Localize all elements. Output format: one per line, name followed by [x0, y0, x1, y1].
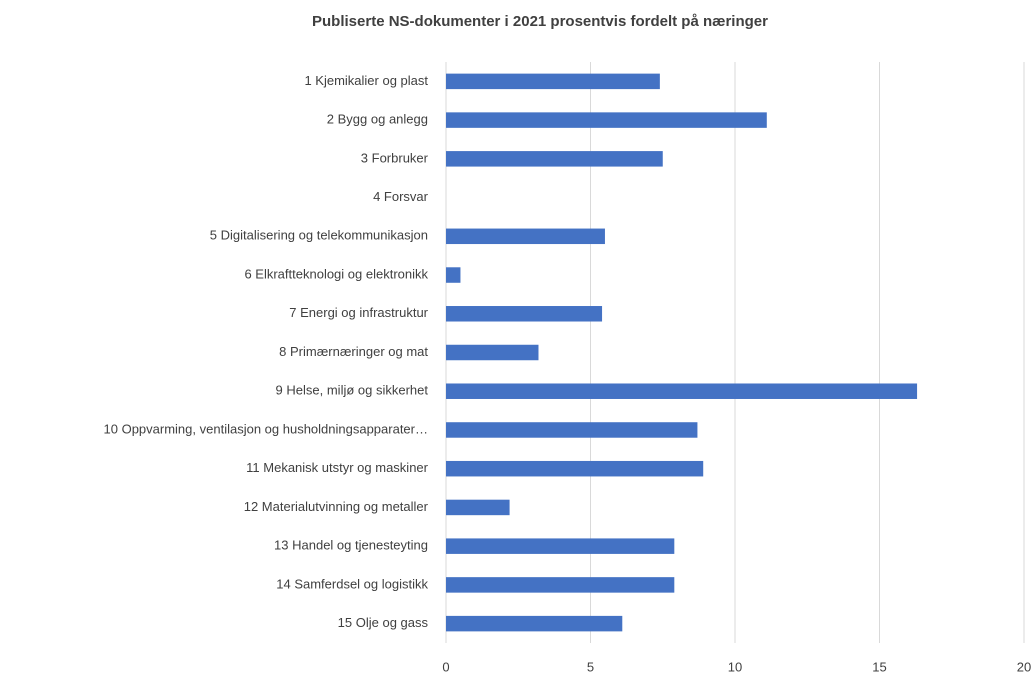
y-tick-label: 5 Digitalisering og telekommunikasjon: [210, 228, 428, 243]
y-tick-label: 7 Energi og infrastruktur: [289, 305, 428, 320]
bar: [446, 112, 767, 128]
x-tick-label: 0: [442, 659, 449, 674]
bar: [446, 499, 510, 516]
y-tick-label: 1 Kjemikalier og plast: [304, 73, 428, 88]
y-tick-label: 8 Primærnæringer og mat: [279, 344, 428, 359]
bar: [446, 615, 623, 632]
y-tick-label: 14 Samferdsel og logistikk: [276, 576, 428, 591]
y-tick-label: 10 Oppvarming, ventilasjon og husholdnin…: [104, 421, 428, 436]
bar: [446, 577, 675, 593]
y-tick-label: 6 Elkraftteknologi og elektronikk: [244, 266, 428, 281]
bar: [446, 383, 918, 399]
y-tick-label: 3 Forbruker: [361, 150, 429, 165]
bar: [446, 228, 605, 245]
y-tick-label: 9 Helse, miljø og sikkerhet: [276, 383, 429, 398]
bar: [446, 306, 603, 322]
x-tick-label: 20: [1017, 659, 1031, 674]
bar: [446, 73, 660, 90]
y-tick-label: 12 Materialutvinning og metaller: [244, 499, 429, 514]
x-tick-label: 15: [872, 659, 886, 674]
bar: [446, 267, 461, 283]
x-tick-label: 5: [587, 659, 594, 674]
bar: [446, 422, 698, 438]
y-tick-label: 15 Olje og gass: [338, 615, 429, 630]
y-tick-label: 11 Mekanisk utstyr og maskiner: [246, 460, 428, 475]
chart-title: Publiserte NS-dokumenter i 2021 prosentv…: [312, 13, 768, 30]
bar: [446, 344, 539, 361]
bar: [446, 151, 663, 167]
y-tick-label: 2 Bygg og anlegg: [327, 112, 428, 127]
bar: [446, 538, 675, 554]
bar: [446, 460, 704, 477]
y-tick-label: 13 Handel og tjenesteyting: [274, 538, 428, 553]
y-tick-label: 4 Forsvar: [373, 189, 429, 204]
x-tick-label: 10: [728, 659, 742, 674]
